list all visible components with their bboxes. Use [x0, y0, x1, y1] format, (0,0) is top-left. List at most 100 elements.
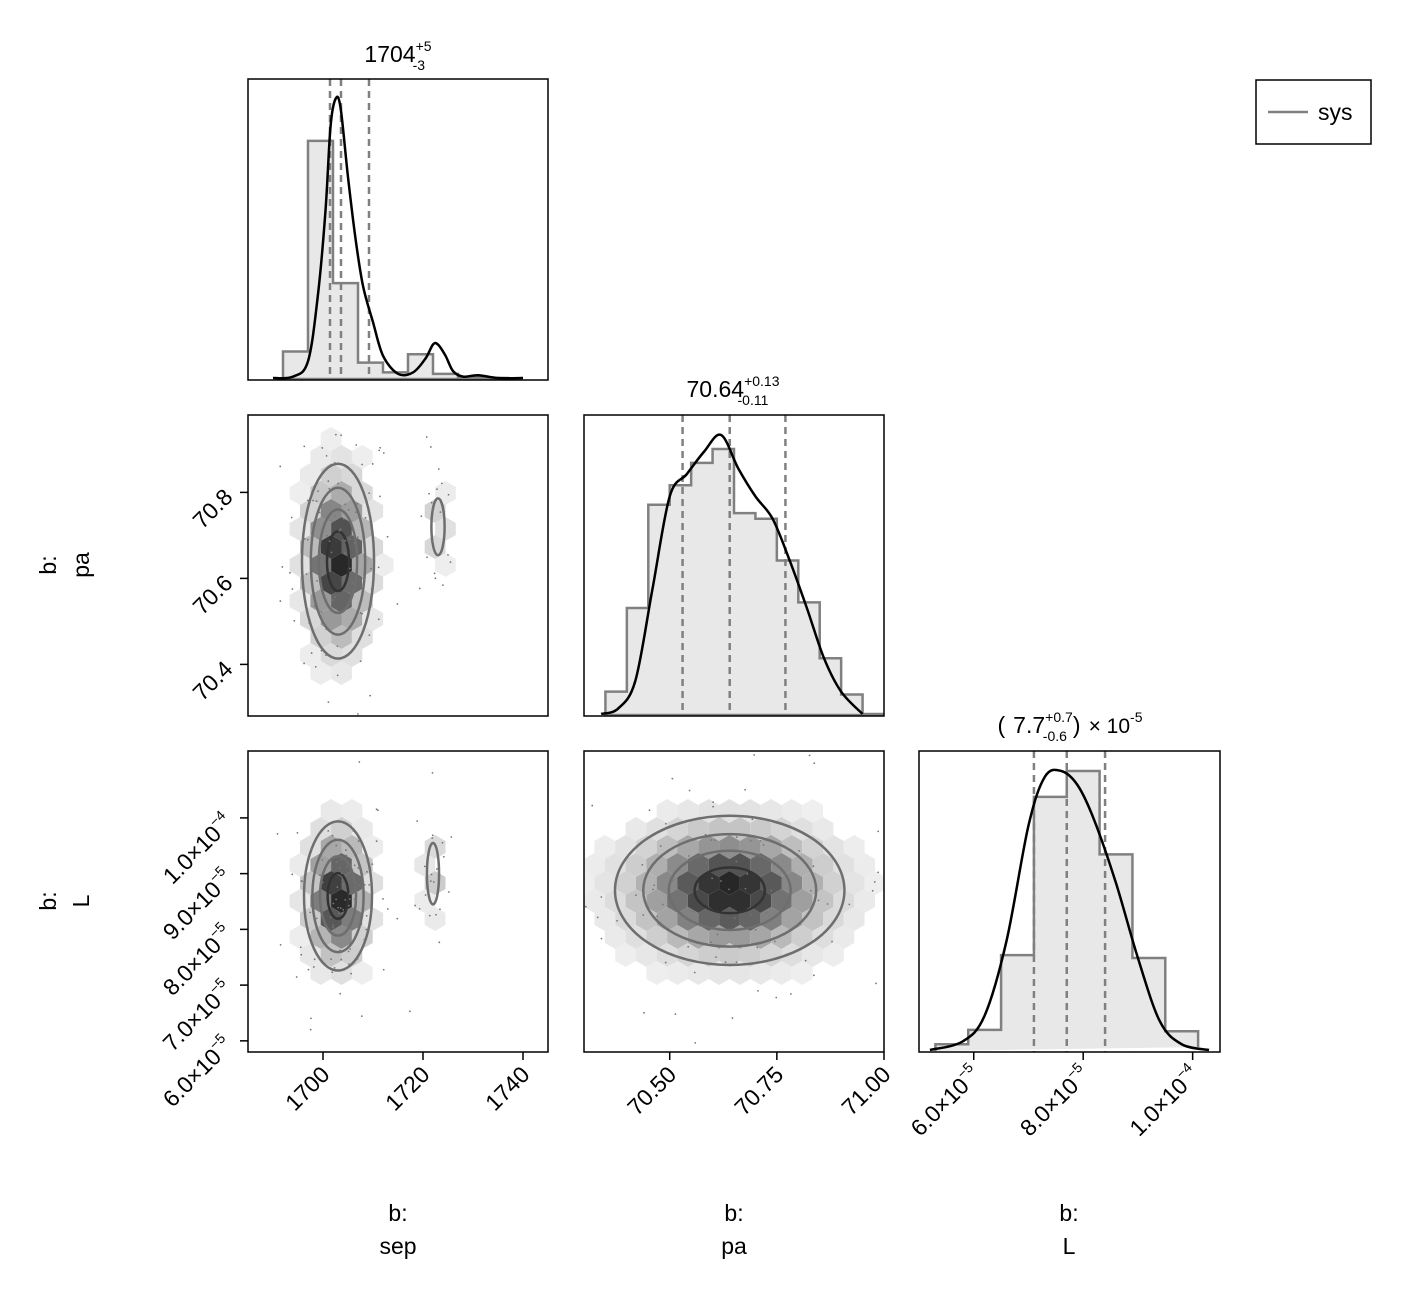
pa-vs-sep-sample-point — [354, 511, 357, 514]
pa-vs-sep-y-tick-label: 70.4 — [187, 655, 237, 705]
pa-vs-sep-sample-point — [301, 578, 304, 580]
pa-vs-sep-plot-area — [279, 427, 456, 715]
panel-L-vs-pa — [583, 750, 978, 1053]
L-x-tick-label: 8.0×10−5 — [1013, 1059, 1095, 1141]
pa-vs-sep-frame — [247, 414, 549, 717]
L-vs-pa-hexbin — [646, 853, 668, 877]
L-vs-pa-hexbin — [812, 925, 834, 949]
pa-vs-sep-contour-0-0 — [300, 462, 376, 660]
pa-vs-sep-sample-point — [336, 674, 339, 677]
L-vs-pa-sample-point — [671, 777, 674, 780]
pa-vs-sep-sample-point — [361, 463, 364, 466]
L-vs-pa-sample-point — [775, 996, 778, 999]
pa-vs-sep-hexbin — [351, 445, 373, 469]
L-vs-sep-sample-point — [332, 924, 335, 927]
L-vs-sep-sample-point — [295, 976, 298, 978]
L-vs-pa-sample-point — [716, 933, 719, 936]
L-vs-pa-hexbin — [646, 961, 668, 985]
L-vs-pa-sample-point — [724, 961, 727, 964]
L-vs-sep-sample-point — [338, 867, 341, 870]
L-vs-pa-hexbin — [656, 799, 678, 823]
L-vs-sep-sample-point — [340, 958, 343, 961]
L-vs-sep-hexbin — [320, 943, 342, 967]
pa-vs-sep-sample-point — [306, 499, 309, 502]
pa-vs-sep-sample-point — [303, 445, 306, 448]
pa-vs-sep-sample-point — [314, 564, 317, 567]
pa-vs-sep-contour-0-2 — [317, 508, 359, 615]
L-vs-pa-hexbin — [833, 925, 855, 949]
sep-title-plus: +5 — [416, 38, 432, 54]
L-vs-sep-sample-point — [340, 872, 343, 874]
L-vs-pa-sample-point — [817, 899, 820, 902]
L-vs-pa-hexbin — [667, 853, 688, 877]
L-vs-sep-hexbin — [424, 907, 446, 931]
L-title-minus: -0.6 — [1043, 728, 1067, 744]
pa-vs-sep-sample-point — [420, 515, 423, 518]
L-vs-pa-sample-point — [671, 879, 674, 882]
pa-vs-sep-sample-point — [326, 534, 328, 537]
L-vs-pa-sample-point — [756, 946, 759, 949]
pa-vs-sep-sample-point — [317, 490, 319, 493]
panel-L-vs-sep — [247, 750, 549, 1053]
L-vs-sep-sample-point — [310, 848, 313, 850]
sep-marginal-plot-area — [272, 79, 524, 380]
pa-vs-sep-contour-0-3 — [325, 530, 351, 593]
pa-vs-sep-sample-point — [331, 511, 334, 514]
L-vs-sep-sample-point — [353, 898, 356, 901]
L-vs-sep-sample-point — [416, 820, 419, 822]
L-vs-pa-hexbin — [771, 925, 792, 949]
L-vs-sep-contour-1-0 — [425, 841, 441, 906]
L-vs-sep-sample-point — [371, 863, 374, 866]
L-marginal-plot-area — [929, 751, 1210, 1052]
L-vs-sep-sample-point — [423, 865, 426, 868]
L-vs-sep-sample-point — [435, 913, 437, 916]
pa-vs-sep-sample-point — [433, 572, 436, 575]
L-vs-sep-sample-point — [300, 953, 303, 956]
pa-x-tick-label: 70.50 — [622, 1061, 681, 1120]
pa-vs-sep-hexbin — [331, 553, 352, 577]
x-axis-label-L-line1: b: — [1059, 1200, 1078, 1226]
pa-marginal-histogram — [604, 447, 884, 716]
L-vs-sep-sample-point — [333, 932, 335, 935]
sep-x-tick-label: 1740 — [480, 1061, 535, 1116]
L-vs-pa-hexbin — [604, 925, 626, 949]
L-vs-pa-hexbin — [646, 925, 668, 949]
x-axis-label-sep-line2: sep — [379, 1233, 416, 1259]
L-vs-pa-sample-point — [875, 982, 877, 985]
pa-x-tick-label: 71.00 — [836, 1061, 895, 1120]
pa-vs-sep-sample-point — [291, 588, 294, 590]
L-vs-pa-sample-point — [591, 804, 594, 807]
L-vs-pa-sample-point — [877, 871, 880, 874]
L-vs-pa-hexbin — [771, 961, 792, 985]
pa-vs-sep-sample-point — [333, 515, 336, 517]
pa-vs-sep-sample-point — [351, 581, 354, 584]
L-vs-pa-hexbin — [854, 889, 875, 913]
pa-vs-sep-sample-point — [379, 446, 382, 449]
pa-vs-sep-sample-point — [334, 433, 337, 436]
L-vs-pa-sample-point — [648, 809, 651, 812]
L-vs-pa-hexbin — [719, 871, 740, 895]
L-vs-sep-sample-point — [357, 867, 360, 869]
pa-vs-sep-sample-point — [371, 463, 374, 465]
L-vs-sep-sample-point — [365, 928, 368, 931]
L-vs-pa-hexbin — [739, 943, 761, 967]
pa-vs-sep-sample-point — [432, 506, 435, 509]
pa-vs-sep-sample-point — [437, 468, 440, 470]
L-vs-pa-sample-point — [976, 905, 978, 907]
L-vs-pa-sample-point — [600, 937, 603, 940]
pa-vs-sep-sample-point — [377, 566, 380, 569]
pa-vs-sep-contour-0-1 — [309, 486, 367, 636]
pa-vs-sep-sample-point — [342, 518, 345, 520]
L-vs-sep-sample-point — [365, 914, 368, 917]
pa-vs-sep-hexbin — [320, 499, 342, 523]
L-vs-sep-sample-point — [345, 865, 348, 868]
L-vs-pa-sample-point — [694, 1041, 697, 1044]
L-vs-pa-sample-point — [762, 844, 765, 846]
L-vs-pa-hexbin — [687, 817, 709, 841]
L-vs-sep-sample-point — [382, 897, 384, 900]
L-vs-pa-hexbin — [594, 835, 616, 859]
L-vs-pa-hexbin — [833, 853, 855, 877]
L-vs-sep-sample-point — [429, 880, 432, 883]
pa-vs-sep-sample-point — [356, 536, 359, 538]
L-vs-pa-hexbin — [625, 925, 647, 949]
